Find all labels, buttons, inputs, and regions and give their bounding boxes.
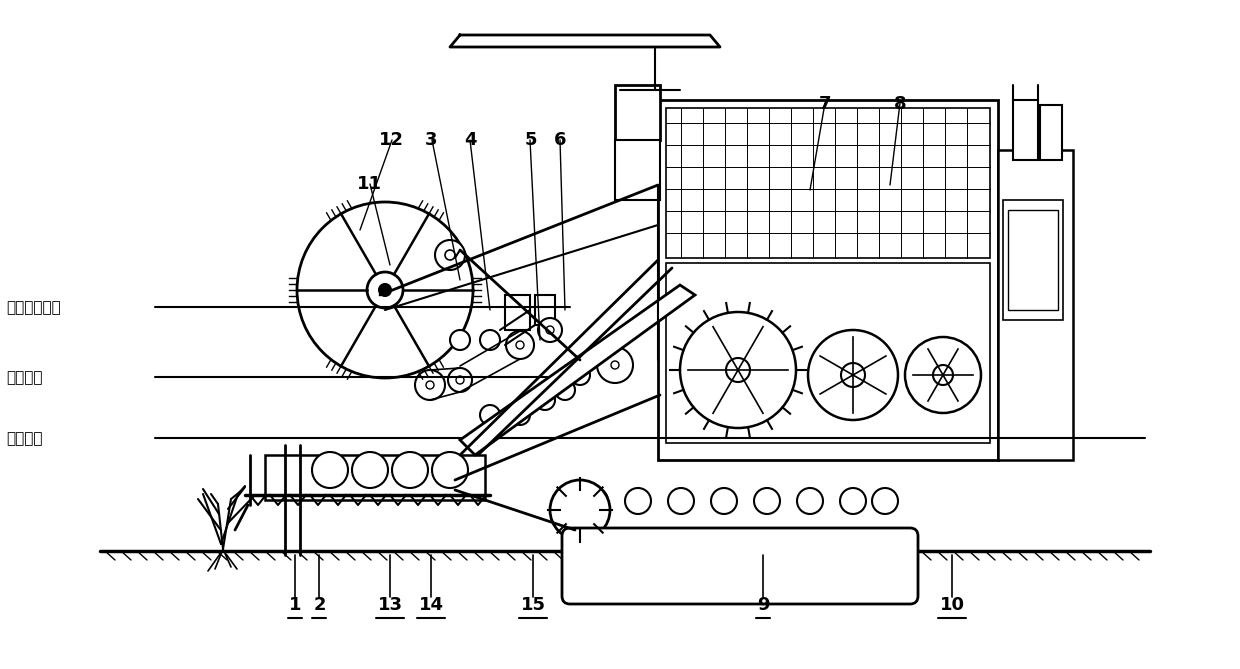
Bar	[615, 85, 660, 140]
Text: 8: 8	[894, 95, 906, 112]
Circle shape	[556, 380, 575, 400]
Text: 4: 4	[464, 132, 476, 149]
Circle shape	[841, 363, 866, 387]
Text: 碎草位置: 碎草位置	[6, 371, 42, 385]
Circle shape	[725, 358, 750, 382]
Text: 3: 3	[425, 132, 438, 149]
Bar	[1040, 105, 1061, 160]
Text: 12: 12	[379, 132, 404, 149]
Text: 2: 2	[314, 597, 326, 614]
Circle shape	[480, 330, 500, 350]
Circle shape	[352, 452, 388, 488]
Circle shape	[611, 361, 619, 369]
Bar	[1013, 100, 1038, 160]
Bar	[534, 295, 556, 325]
Circle shape	[808, 330, 898, 420]
Text: 10: 10	[940, 597, 965, 614]
Circle shape	[379, 284, 391, 296]
Circle shape	[510, 405, 529, 425]
Circle shape	[432, 452, 467, 488]
Circle shape	[312, 452, 348, 488]
Text: 11: 11	[357, 175, 382, 193]
Circle shape	[516, 341, 525, 349]
Circle shape	[450, 330, 470, 350]
Circle shape	[367, 272, 403, 308]
Circle shape	[754, 488, 780, 514]
FancyBboxPatch shape	[562, 528, 918, 604]
Text: 5: 5	[525, 132, 537, 149]
Text: 15: 15	[521, 597, 546, 614]
Polygon shape	[450, 35, 720, 47]
Circle shape	[570, 365, 590, 385]
Circle shape	[932, 365, 954, 385]
Text: 9: 9	[758, 597, 770, 614]
Text: 7: 7	[818, 95, 831, 112]
Bar	[265, 455, 485, 500]
Circle shape	[415, 370, 445, 400]
Bar	[1008, 210, 1058, 310]
Circle shape	[298, 202, 472, 378]
Bar	[1003, 200, 1063, 320]
Circle shape	[625, 488, 651, 514]
Circle shape	[448, 368, 472, 392]
Bar	[658, 100, 998, 460]
Circle shape	[905, 337, 981, 413]
Bar	[505, 295, 529, 330]
Circle shape	[538, 318, 562, 342]
Circle shape	[797, 488, 823, 514]
Circle shape	[680, 312, 796, 428]
Text: 1: 1	[289, 597, 301, 614]
Polygon shape	[460, 285, 694, 455]
Circle shape	[551, 480, 610, 540]
Circle shape	[445, 250, 455, 260]
Circle shape	[392, 452, 428, 488]
Text: 13: 13	[378, 597, 403, 614]
Bar	[998, 150, 1073, 460]
Circle shape	[546, 326, 554, 334]
Circle shape	[711, 488, 737, 514]
Circle shape	[596, 347, 632, 383]
Circle shape	[872, 488, 898, 514]
Circle shape	[839, 488, 866, 514]
Bar	[666, 263, 990, 443]
Text: 14: 14	[419, 597, 444, 614]
Text: 穗头切割高度: 穗头切割高度	[6, 300, 61, 315]
Circle shape	[506, 331, 534, 359]
Circle shape	[582, 488, 608, 514]
Circle shape	[427, 381, 434, 389]
Text: 6: 6	[554, 132, 567, 149]
Bar	[615, 140, 660, 200]
Circle shape	[668, 488, 694, 514]
Bar	[666, 108, 990, 258]
Circle shape	[480, 405, 500, 425]
Circle shape	[534, 390, 556, 410]
Text: 留茬高度: 留茬高度	[6, 431, 42, 446]
Circle shape	[435, 240, 465, 270]
Circle shape	[456, 376, 464, 384]
